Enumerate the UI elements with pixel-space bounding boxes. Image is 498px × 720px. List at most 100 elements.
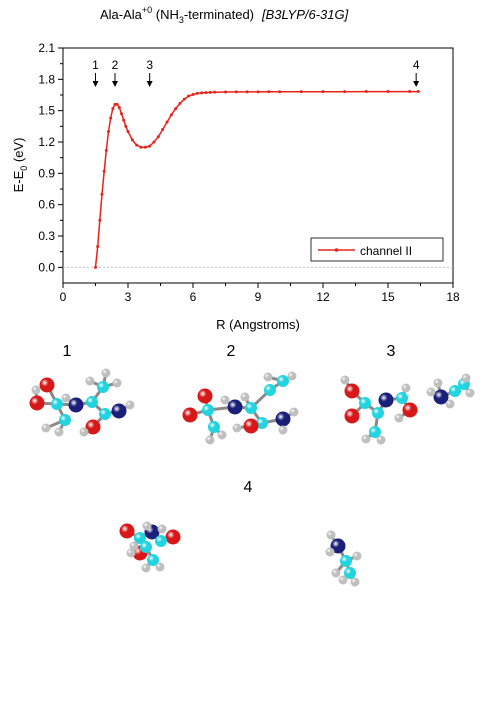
marker-arrow-head (92, 81, 99, 87)
atom (278, 425, 288, 435)
data-point (96, 244, 100, 248)
atom (445, 399, 455, 409)
data-point (109, 116, 113, 120)
molecule-images (29, 368, 475, 587)
atom (449, 385, 461, 397)
series-layer (94, 90, 420, 269)
atom (205, 435, 215, 445)
atom (97, 381, 109, 393)
data-point (224, 90, 227, 94)
data-point (416, 90, 420, 94)
marker-label: 4 (413, 58, 420, 72)
atom (126, 548, 136, 558)
data-point (117, 106, 121, 110)
atom (245, 402, 257, 414)
structure-label-2: 2 (227, 343, 236, 360)
atom (155, 535, 167, 547)
atom (433, 389, 449, 405)
atom (157, 524, 167, 534)
data-point (256, 90, 260, 94)
data-point (191, 92, 195, 96)
data-point (267, 90, 271, 94)
atom (232, 423, 242, 433)
marker-arrow-head (112, 81, 118, 87)
data-point (120, 112, 123, 116)
molecule-4a (119, 521, 181, 573)
molecule-2 (182, 371, 299, 445)
atom (396, 392, 408, 404)
data-point (94, 265, 97, 269)
atom (264, 384, 276, 396)
atom (369, 426, 381, 438)
atom (54, 427, 64, 437)
x-axis: 0 3 6 9 12 15 18 (60, 283, 460, 304)
data-point (200, 91, 204, 95)
data-point (148, 144, 152, 148)
atom (227, 399, 243, 415)
x-tick-label: 12 (316, 290, 330, 304)
legend-label: channel II (360, 244, 412, 258)
atom (394, 413, 404, 423)
data-point (102, 169, 106, 173)
structure-label-1: 1 (63, 343, 72, 360)
atom (68, 397, 84, 413)
y-tick-label: 2.1 (38, 41, 55, 55)
legend-swatch-point (334, 248, 339, 252)
y-tick-label: 1.8 (38, 72, 55, 86)
data-point (122, 118, 126, 122)
atom (208, 421, 220, 433)
atom (165, 529, 181, 545)
legend: channel II (310, 237, 444, 262)
atom (182, 407, 198, 423)
data-point (115, 102, 119, 106)
data-point (204, 91, 208, 95)
atom (99, 408, 111, 420)
atom (140, 541, 152, 553)
atom (340, 375, 350, 385)
data-point (111, 107, 115, 111)
atom (86, 396, 98, 408)
data-point (124, 124, 128, 128)
data-point (343, 90, 347, 94)
data-point (98, 218, 102, 222)
data-point (364, 90, 368, 94)
data-point (187, 94, 191, 98)
y-axis-title: E-E0 (eV) (11, 138, 29, 193)
atom (61, 393, 71, 403)
marker-arrow-head (413, 81, 420, 87)
data-point (182, 97, 186, 101)
data-point (161, 127, 165, 131)
atom (85, 419, 101, 435)
y-tick-label: 0.9 (38, 166, 55, 180)
data-point (107, 130, 110, 134)
atom (59, 414, 71, 426)
y-tick-label: 1.5 (38, 104, 55, 118)
structure-label-3: 3 (387, 343, 396, 360)
data-point (126, 130, 130, 134)
data-point (139, 145, 143, 149)
data-point (234, 90, 238, 94)
atom (147, 554, 159, 566)
atom (275, 411, 291, 427)
atom (350, 577, 360, 587)
atom (378, 392, 394, 408)
x-tick-label: 6 (190, 290, 197, 304)
atom (277, 375, 289, 387)
atom (79, 427, 89, 437)
atom (372, 407, 384, 419)
atom (243, 418, 259, 434)
chart-title: Ala-Ala+0 (NH3-terminated) [B3LYP/6-31G] (100, 5, 349, 25)
marker-label: 1 (92, 58, 99, 72)
atom (338, 575, 348, 585)
atom (197, 388, 213, 404)
x-tick-label: 9 (255, 290, 262, 304)
data-point (174, 107, 178, 111)
atom (331, 568, 341, 578)
x-tick-label: 0 (60, 290, 67, 304)
data-point (245, 90, 249, 94)
data-point (299, 90, 303, 94)
atom (289, 407, 299, 417)
atom (376, 435, 386, 445)
